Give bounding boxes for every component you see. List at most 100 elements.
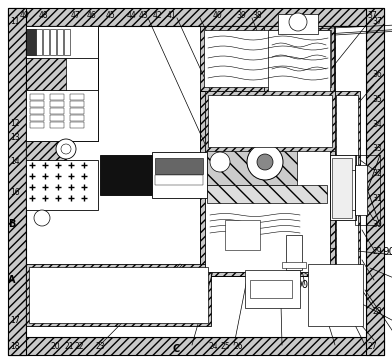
Bar [70,94,84,100]
Text: 17: 17 [10,316,20,325]
Bar [50,108,64,114]
Text: 28: 28 [373,307,382,316]
Text: 23: 23 [96,342,105,351]
Bar [250,280,292,298]
Bar [50,94,64,100]
Circle shape [289,13,307,31]
Bar [268,30,330,106]
Bar [155,175,203,185]
Text: 27: 27 [368,342,377,351]
Bar [282,262,306,268]
Text: C: C [173,344,180,354]
Text: 25: 25 [221,342,230,351]
Text: 20: 20 [51,342,60,351]
Text: 31: 31 [373,195,382,203]
Text: 47: 47 [71,11,80,20]
Text: 38: 38 [252,11,261,20]
Bar [308,264,363,326]
Bar [70,115,84,121]
Bar [355,165,367,215]
Bar [278,14,318,34]
Bar [26,26,366,337]
Bar [26,160,98,210]
Bar [207,130,297,185]
Bar [207,158,262,172]
Text: 16: 16 [10,188,20,197]
Bar [340,170,358,210]
Bar [155,158,203,174]
Bar [207,185,327,203]
Text: 901: 901 [138,290,158,300]
Text: A: A [8,274,16,285]
Bar [200,91,335,276]
Bar [207,172,262,182]
Bar [30,108,44,114]
Circle shape [61,144,71,154]
Bar [8,337,384,355]
Bar [70,122,84,128]
Bar [8,8,26,355]
Bar [26,26,66,196]
Circle shape [257,154,273,170]
Text: 904: 904 [382,247,392,257]
Text: 30: 30 [373,220,382,229]
Bar [43,29,49,55]
Bar [336,95,358,272]
Bar [57,29,63,55]
Bar [366,8,384,355]
Text: 32: 32 [373,169,382,178]
Text: B: B [8,219,15,229]
Text: D: D [305,163,315,173]
Text: 43: 43 [138,11,148,20]
Bar [332,158,352,218]
Text: 33: 33 [373,144,382,153]
Text: 40: 40 [213,11,222,20]
Text: 41: 41 [167,11,176,20]
Bar [205,95,330,272]
Text: 42: 42 [153,11,162,20]
Bar [286,235,302,270]
Text: 26: 26 [233,342,243,351]
Bar [205,91,335,151]
Text: 18: 18 [10,342,20,351]
Bar [50,122,64,128]
Text: 13: 13 [10,133,20,142]
Bar [64,29,70,55]
Text: 46: 46 [87,11,96,20]
Bar [50,101,64,107]
Circle shape [56,139,76,159]
Bar [30,115,44,121]
Bar [30,94,44,100]
Bar [204,30,331,87]
Bar [26,90,98,141]
Text: 22: 22 [75,342,84,351]
Bar [26,29,36,55]
Text: 39: 39 [236,11,246,20]
Bar [330,155,356,220]
Text: 11: 11 [10,17,20,25]
Text: 49: 49 [20,11,29,20]
Bar [100,155,152,195]
Text: 24: 24 [208,342,218,351]
Bar [70,108,84,114]
Bar [36,29,42,55]
Text: 37: 37 [373,17,382,25]
Text: 45: 45 [106,11,115,20]
Text: 48: 48 [38,11,48,20]
Text: 44: 44 [127,11,136,20]
Circle shape [247,144,283,180]
Text: 21: 21 [64,342,74,351]
Bar [26,264,211,326]
Bar [26,26,98,141]
Text: 29: 29 [373,247,382,256]
Bar [50,115,64,121]
Bar [70,101,84,107]
Text: 36: 36 [373,70,382,79]
Text: 14: 14 [10,157,20,166]
Bar [26,26,98,58]
Text: 37: 37 [368,11,377,20]
Text: 12: 12 [10,119,20,128]
Bar [8,8,384,26]
Bar [30,122,44,128]
Bar [264,26,334,110]
